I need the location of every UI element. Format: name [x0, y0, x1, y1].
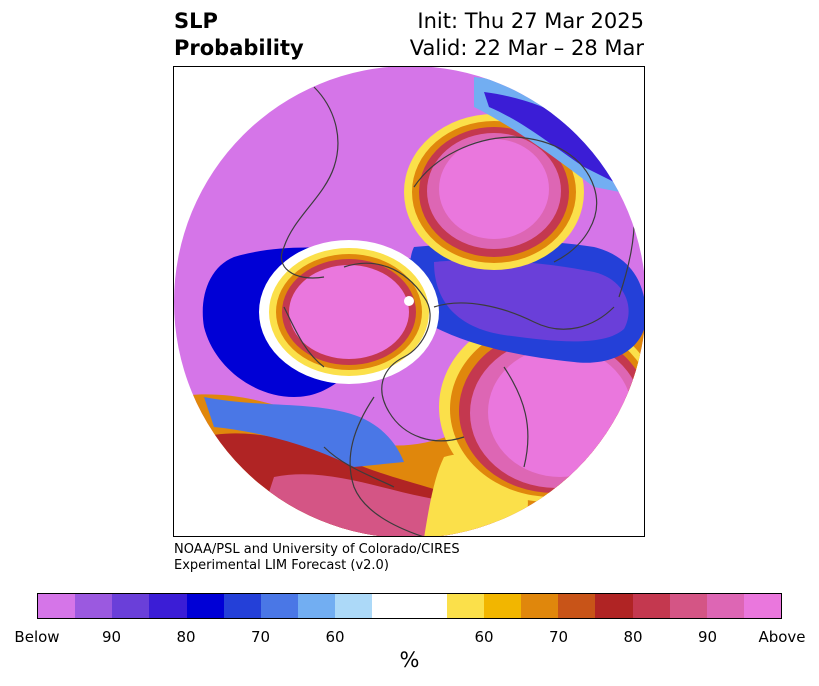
credit-line-1: NOAA/PSL and University of Colorado/CIRE… [174, 542, 460, 557]
colorbar-tick-label: 90 [697, 628, 718, 646]
colorbar-segment [260, 594, 299, 618]
colorbar-tick-label: 80 [623, 628, 643, 646]
colorbar-tick-label: 90 [101, 628, 122, 646]
coastlines [280, 86, 635, 536]
colorbar-segment [372, 594, 410, 618]
map-panel [173, 66, 645, 537]
valid-range-label: Valid: 22 Mar – 28 Mar [409, 36, 644, 60]
colorbar-segment [706, 594, 744, 618]
colorbar-segment [743, 594, 782, 618]
colorbar-unit-label: % [399, 648, 420, 672]
colorbar-ticks: Below 90 80 70 60 60 70 80 90 Above [0, 628, 819, 648]
ne-below-deep [484, 92, 616, 182]
colorbar-segment [409, 594, 447, 618]
colorbar-segment [335, 594, 373, 618]
pole-marker [404, 296, 414, 306]
colorbar-tick-label: 60 [474, 628, 494, 646]
colorbar-segment [149, 594, 187, 618]
west-below-light [204, 397, 404, 467]
title-product: Probability [174, 36, 304, 60]
colorbar-segment [446, 594, 484, 618]
colorbar-segment [75, 594, 113, 618]
colorbar-tick-label: 80 [176, 628, 196, 646]
colorbar-segment [38, 594, 76, 618]
colorbar-segment [558, 594, 596, 618]
init-date-label: Init: Thu 27 Mar 2025 [417, 9, 644, 33]
colorbar-segment [669, 594, 707, 618]
colorbar-segment [632, 594, 670, 618]
colorbar-tick-label: Above [758, 628, 806, 646]
arctic-above-core [289, 265, 409, 359]
siberia-above-peak [439, 139, 549, 239]
colorbar-tick-label: 60 [325, 628, 345, 646]
title-left: SLP Probability [174, 8, 304, 62]
atlantic-above-peak [488, 347, 632, 477]
polar-map [174, 67, 644, 536]
colorbar-tick-label: 70 [250, 628, 271, 646]
title-right: Init: Thu 27 Mar 2025 Valid: 22 Mar – 28… [410, 8, 644, 62]
colorbar-tick-label: Below [14, 628, 60, 646]
colorbar-segment [521, 594, 559, 618]
colorbar-segment [298, 594, 336, 618]
title-variable: SLP [174, 9, 218, 33]
below-band-east-inner [434, 260, 629, 342]
colorbar [37, 593, 782, 619]
credit-line-2: Experimental LIM Forecast (v2.0) [174, 558, 389, 573]
colorbar-segment [483, 594, 522, 618]
colorbar-segment [595, 594, 633, 618]
colorbar-segment [223, 594, 261, 618]
credit-block: NOAA/PSL and University of Colorado/CIRE… [174, 542, 460, 574]
colorbar-segment [186, 594, 224, 618]
colorbar-tick-label: 70 [548, 628, 569, 646]
colorbar-segment [112, 594, 150, 618]
